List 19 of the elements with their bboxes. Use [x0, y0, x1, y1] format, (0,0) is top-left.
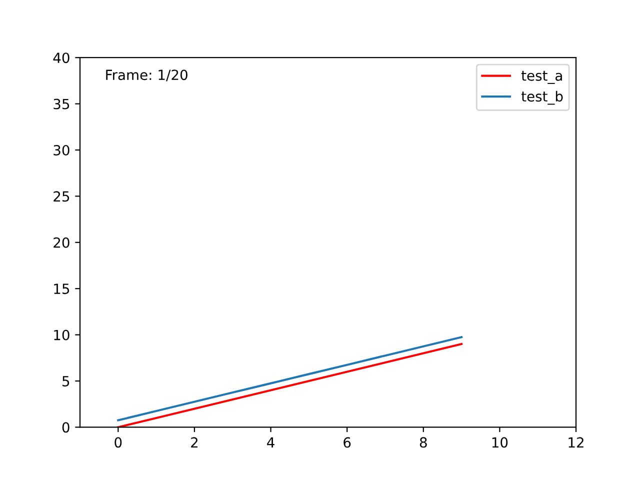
y-tick-label: 40: [53, 52, 70, 64]
y-tick-label: 15: [54, 284, 70, 294]
x-tick-label: 2: [191, 437, 198, 448]
y-tick-label: 35: [54, 98, 70, 110]
legend-label: test_b: [521, 90, 563, 105]
annotation: Frame: 1/20: [106, 70, 188, 82]
x-tick-label: 0: [114, 437, 122, 448]
y-tick-label: 30: [54, 144, 70, 156]
y-tick-label: 25: [54, 191, 70, 202]
x-tick-label: 8: [420, 437, 427, 448]
x-tick-label: 4: [267, 437, 274, 448]
legend-label: test_a: [521, 70, 562, 84]
y-tick-label: 0: [62, 422, 70, 433]
y-tick-label: 10: [54, 330, 70, 340]
x-tick-label: 10: [492, 437, 508, 448]
y-tick-label: 20: [54, 237, 70, 248]
y-tick-label: 5: [62, 376, 70, 386]
x-tick-label: 6: [344, 437, 351, 448]
x-tick-label: 12: [568, 437, 584, 448]
